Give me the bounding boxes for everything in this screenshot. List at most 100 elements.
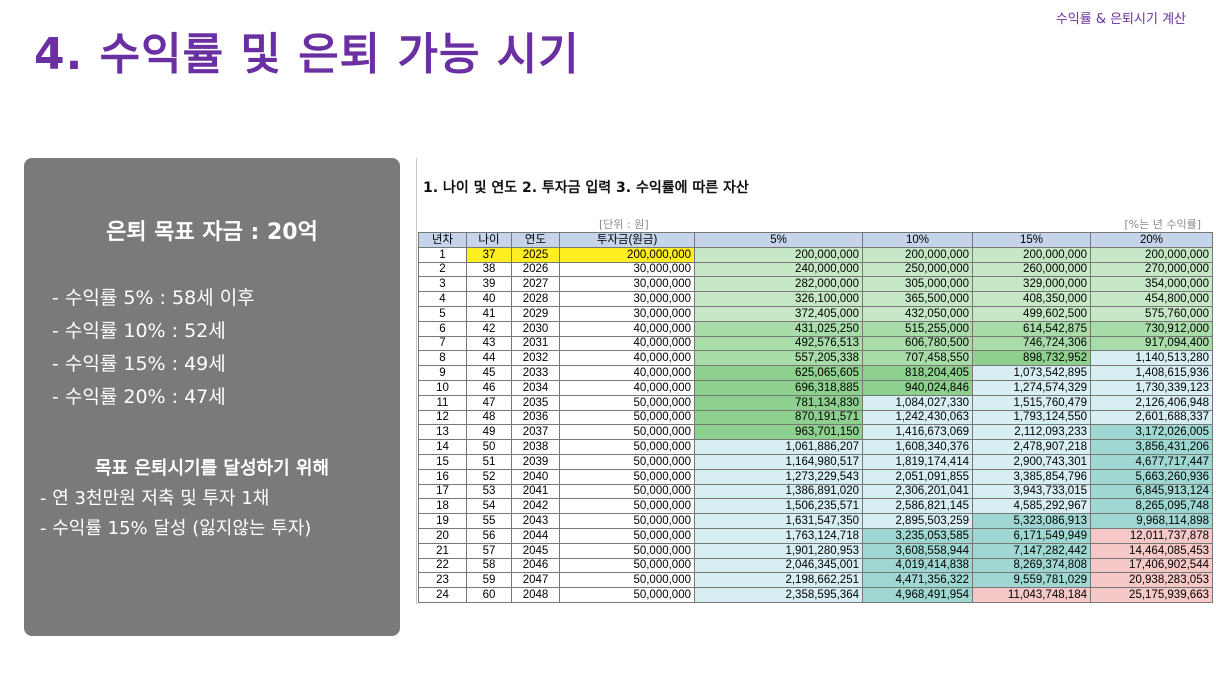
cell-rate-5[interactable]: 200,000,000 (694, 246, 863, 263)
cell-principal[interactable]: 50,000,000 (559, 572, 695, 589)
header-year[interactable]: 연도 (511, 232, 560, 248)
cell-rate-20[interactable]: 3,856,431,206 (1090, 439, 1213, 455)
cell-rate-15[interactable]: 260,000,000 (972, 261, 1091, 278)
cell-rate-5[interactable]: 963,701,150 (694, 424, 863, 441)
cell-principal[interactable]: 50,000,000 (559, 513, 695, 529)
cell-age[interactable]: 49 (466, 424, 512, 441)
cell-year-index[interactable]: 17 (418, 483, 467, 500)
cell-rate-10[interactable]: 432,050,000 (862, 305, 973, 322)
cell-rate-20[interactable]: 20,938,283,053 (1090, 572, 1213, 589)
cell-rate-20[interactable]: 917,094,400 (1090, 335, 1213, 352)
cell-rate-20[interactable]: 2,601,688,337 (1090, 409, 1213, 426)
cell-rate-5[interactable]: 1,631,547,350 (694, 513, 863, 529)
cell-year-index[interactable]: 9 (418, 365, 467, 381)
header-rate-20[interactable]: 20% (1090, 232, 1213, 248)
cell-rate-5[interactable]: 431,025,250 (694, 320, 863, 337)
cell-rate-20[interactable]: 17,406,902,544 (1090, 557, 1213, 574)
cell-age[interactable]: 50 (466, 439, 512, 455)
cell-year[interactable]: 2045 (511, 542, 560, 559)
cell-year-index[interactable]: 16 (418, 468, 467, 485)
cell-principal[interactable]: 50,000,000 (559, 439, 695, 455)
cell-rate-15[interactable]: 2,478,907,218 (972, 439, 1091, 455)
cell-rate-5[interactable]: 557,205,338 (694, 350, 863, 367)
cell-rate-5[interactable]: 1,901,280,953 (694, 542, 863, 559)
cell-year-index[interactable]: 2 (418, 261, 467, 278)
cell-rate-10[interactable]: 3,235,053,585 (862, 527, 973, 544)
cell-age[interactable]: 43 (466, 335, 512, 352)
cell-rate-10[interactable]: 3,608,558,944 (862, 542, 973, 559)
cell-principal[interactable]: 40,000,000 (559, 379, 695, 396)
cell-rate-10[interactable]: 1,608,340,376 (862, 439, 973, 455)
cell-rate-20[interactable]: 575,760,000 (1090, 305, 1213, 322)
cell-rate-15[interactable]: 614,542,875 (972, 320, 1091, 337)
cell-principal[interactable]: 30,000,000 (559, 276, 695, 293)
cell-year-index[interactable]: 6 (418, 320, 467, 337)
cell-year[interactable]: 2035 (511, 394, 560, 411)
cell-year[interactable]: 2038 (511, 439, 560, 455)
cell-age[interactable]: 54 (466, 498, 512, 515)
cell-rate-15[interactable]: 5,323,086,913 (972, 513, 1091, 529)
cell-age[interactable]: 37 (466, 246, 512, 263)
cell-rate-20[interactable]: 2,126,406,948 (1090, 394, 1213, 411)
cell-year-index[interactable]: 15 (418, 453, 467, 470)
cell-principal[interactable]: 50,000,000 (559, 557, 695, 574)
cell-year-index[interactable]: 14 (418, 439, 467, 455)
cell-principal[interactable]: 40,000,000 (559, 320, 695, 337)
cell-principal[interactable]: 50,000,000 (559, 527, 695, 544)
cell-year-index[interactable]: 8 (418, 350, 467, 367)
cell-year[interactable]: 2042 (511, 498, 560, 515)
cell-rate-5[interactable]: 1,386,891,020 (694, 483, 863, 500)
header-rate-10[interactable]: 10% (862, 232, 973, 248)
cell-year[interactable]: 2031 (511, 335, 560, 352)
cell-rate-15[interactable]: 408,350,000 (972, 291, 1091, 307)
cell-year-index[interactable]: 10 (418, 379, 467, 396)
cell-rate-10[interactable]: 940,024,846 (862, 379, 973, 396)
cell-age[interactable]: 44 (466, 350, 512, 367)
cell-principal[interactable]: 40,000,000 (559, 335, 695, 352)
cell-rate-5[interactable]: 870,191,571 (694, 409, 863, 426)
cell-principal[interactable]: 40,000,000 (559, 365, 695, 381)
cell-principal[interactable]: 30,000,000 (559, 261, 695, 278)
cell-year-index[interactable]: 19 (418, 513, 467, 529)
cell-rate-10[interactable]: 4,019,414,838 (862, 557, 973, 574)
cell-year[interactable]: 2040 (511, 468, 560, 485)
cell-year[interactable]: 2048 (511, 587, 560, 603)
cell-rate-20[interactable]: 3,172,026,005 (1090, 424, 1213, 441)
cell-rate-15[interactable]: 1,793,124,550 (972, 409, 1091, 426)
cell-rate-5[interactable]: 2,046,345,001 (694, 557, 863, 574)
cell-principal[interactable]: 40,000,000 (559, 350, 695, 367)
cell-rate-10[interactable]: 606,780,500 (862, 335, 973, 352)
cell-age[interactable]: 45 (466, 365, 512, 381)
cell-rate-5[interactable]: 1,506,235,571 (694, 498, 863, 515)
cell-principal[interactable]: 50,000,000 (559, 542, 695, 559)
cell-principal[interactable]: 30,000,000 (559, 305, 695, 322)
cell-rate-10[interactable]: 1,084,027,330 (862, 394, 973, 411)
cell-age[interactable]: 57 (466, 542, 512, 559)
cell-rate-5[interactable]: 326,100,000 (694, 291, 863, 307)
cell-principal[interactable]: 50,000,000 (559, 453, 695, 470)
header-principal[interactable]: 투자금(원금) (559, 232, 695, 248)
cell-rate-10[interactable]: 2,306,201,041 (862, 483, 973, 500)
header-rate-5[interactable]: 5% (694, 232, 863, 248)
cell-rate-10[interactable]: 4,968,491,954 (862, 587, 973, 603)
cell-year-index[interactable]: 5 (418, 305, 467, 322)
cell-rate-15[interactable]: 898,732,952 (972, 350, 1091, 367)
cell-rate-20[interactable]: 1,408,615,936 (1090, 365, 1213, 381)
header-year-index[interactable]: 년차 (418, 232, 467, 248)
cell-year-index[interactable]: 18 (418, 498, 467, 515)
cell-rate-20[interactable]: 1,140,513,280 (1090, 350, 1213, 367)
cell-year-index[interactable]: 7 (418, 335, 467, 352)
cell-rate-15[interactable]: 1,274,574,329 (972, 379, 1091, 396)
cell-year[interactable]: 2033 (511, 365, 560, 381)
cell-principal[interactable]: 50,000,000 (559, 424, 695, 441)
cell-rate-20[interactable]: 454,800,000 (1090, 291, 1213, 307)
cell-rate-15[interactable]: 11,043,748,184 (972, 587, 1091, 603)
cell-rate-5[interactable]: 240,000,000 (694, 261, 863, 278)
cell-age[interactable]: 42 (466, 320, 512, 337)
cell-age[interactable]: 58 (466, 557, 512, 574)
cell-rate-20[interactable]: 12,011,737,878 (1090, 527, 1213, 544)
cell-rate-10[interactable]: 305,000,000 (862, 276, 973, 293)
cell-rate-10[interactable]: 2,051,091,855 (862, 468, 973, 485)
cell-age[interactable]: 52 (466, 468, 512, 485)
cell-age[interactable]: 48 (466, 409, 512, 426)
